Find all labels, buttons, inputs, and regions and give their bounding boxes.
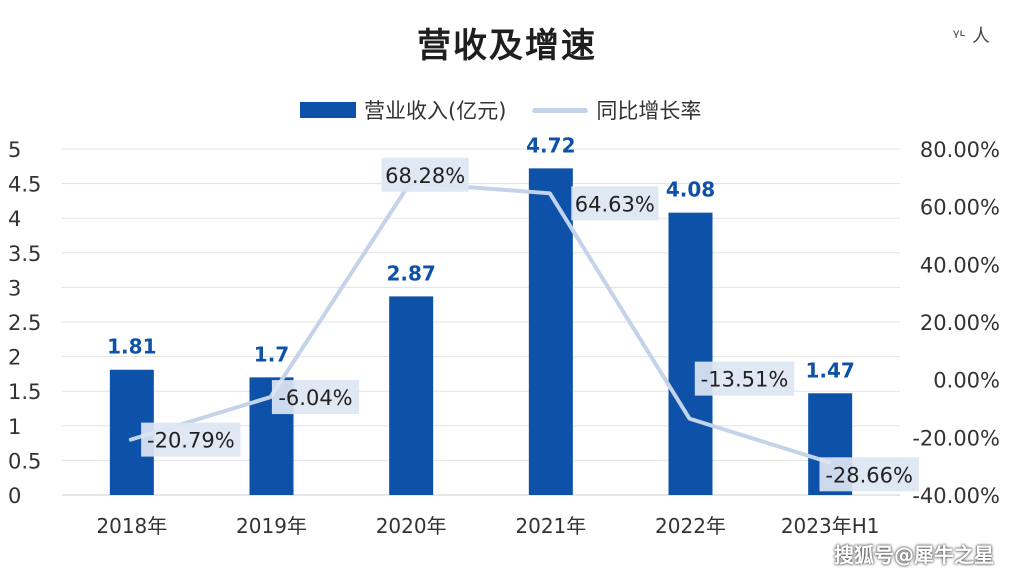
bar-value-label: 4.08 xyxy=(666,178,715,202)
legend-label-growth: 同比增长率 xyxy=(596,99,702,123)
bar xyxy=(668,212,713,495)
y-right-tick-label: -20.00% xyxy=(912,426,1000,450)
growth-value-label: -6.04% xyxy=(278,386,352,410)
legend-label-revenue: 营业收入(亿元) xyxy=(364,99,507,123)
bar-value-label: 1.7 xyxy=(254,342,289,366)
legend-item-revenue: 营业收入(亿元) xyxy=(300,95,506,125)
y-left-tick-label: 5 xyxy=(8,138,21,162)
watermark: 搜狐号@犀牛之星 xyxy=(834,543,994,567)
x-tick-label: 2019年 xyxy=(236,514,307,538)
x-tick-label: 2023年H1 xyxy=(781,514,880,538)
x-tick-label: 2021年 xyxy=(515,514,586,538)
legend-item-growth: 同比增长率 xyxy=(532,95,701,125)
x-tick-label: 2020年 xyxy=(376,514,447,538)
y-right-tick-label: 40.00% xyxy=(920,253,1000,277)
growth-value-label: 64.63% xyxy=(575,192,655,216)
bar xyxy=(389,296,434,495)
x-tick-label: 2022年 xyxy=(655,514,726,538)
growth-label-box xyxy=(141,422,241,457)
legend-swatch-bar xyxy=(300,102,356,118)
bar-value-label: 1.47 xyxy=(805,358,854,382)
growth-label-box xyxy=(694,361,795,396)
y-right-tick-label: 0.00% xyxy=(933,369,1000,393)
y-left-tick-label: 2.5 xyxy=(8,311,41,335)
growth-label-box xyxy=(271,380,360,415)
legend-swatch-line xyxy=(532,107,589,113)
y-right-tick-label: -40.00% xyxy=(912,484,1000,508)
y-left-tick-label: 4.5 xyxy=(8,173,41,197)
y-left-tick-label: 1.5 xyxy=(8,380,41,404)
y-right-tick-label: 80.00% xyxy=(920,138,1000,162)
bar xyxy=(528,168,573,495)
y-left-tick-label: 0.5 xyxy=(8,449,41,473)
growth-value-label: -28.66% xyxy=(825,463,913,487)
legend: 营业收入(亿元) 同比增长率 xyxy=(300,96,715,124)
growth-label-box xyxy=(381,157,469,192)
growth-value-label: 68.28% xyxy=(385,164,465,188)
growth-value-label: -13.51% xyxy=(701,368,789,392)
bar-value-label: 4.72 xyxy=(526,133,575,157)
y-left-tick-label: 0 xyxy=(8,484,21,508)
y-right-tick-label: 60.00% xyxy=(920,196,1000,220)
y-left-tick-label: 4 xyxy=(8,207,21,231)
y-left-tick-label: 3 xyxy=(8,276,21,300)
y-left-tick-label: 3.5 xyxy=(8,242,41,266)
y-right-tick-label: 20.00% xyxy=(920,311,1000,335)
bar-value-label: 1.81 xyxy=(107,335,156,359)
x-tick-label: 2018年 xyxy=(96,514,167,538)
growth-label-box xyxy=(571,186,659,221)
bar-value-label: 2.87 xyxy=(386,261,435,285)
decoration-birds: ᵞᶫ 人 xyxy=(952,26,990,47)
growth-label-box xyxy=(819,457,919,492)
growth-line xyxy=(128,180,832,465)
chart-title: 营收及增速 xyxy=(417,26,597,66)
growth-value-label: -20.79% xyxy=(147,429,235,453)
y-left-tick-label: 1 xyxy=(8,415,21,439)
y-left-tick-label: 2 xyxy=(8,346,21,370)
